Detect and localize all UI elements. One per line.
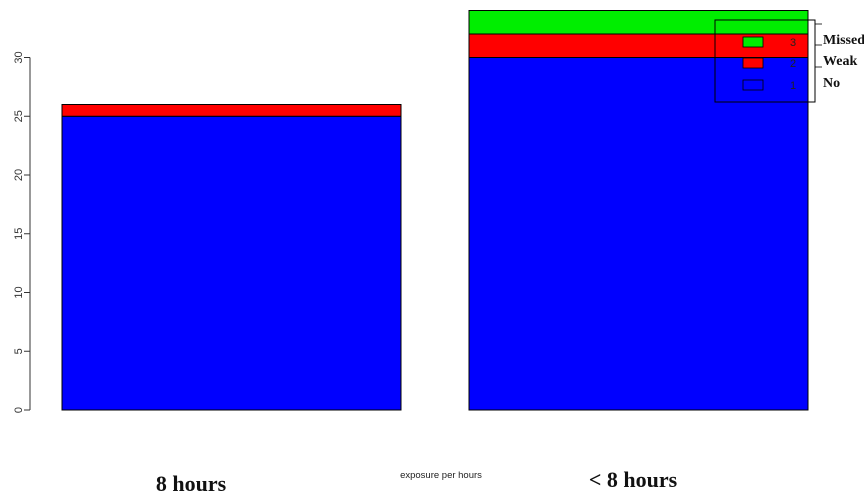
y-tick-label: 30 [13,51,25,63]
bar-segment-no [61,115,402,411]
legend-label-missed: Missed [823,33,864,48]
category-label: 8 hours [156,471,227,493]
y-tick-label: 15 [13,228,25,240]
bars [61,10,809,411]
y-tick-label: 20 [13,169,25,181]
y-axis: 0 5 10 15 20 25 30 [13,51,31,413]
category-labels: 8 hours < 8 hours [156,467,678,493]
legend: 3 Missed 2 Weak 1 No [714,19,864,103]
legend-code: 2 [790,58,796,70]
x-axis-title: exposure per hours [400,470,482,481]
legend-label-no: No [823,76,840,91]
y-tick-label: 0 [13,407,25,413]
category-label: < 8 hours [589,467,678,492]
y-tick-label: 10 [13,286,25,298]
legend-code: 3 [790,37,796,49]
y-tick-label: 5 [13,348,25,354]
legend-label-weak: Weak [823,54,857,69]
bar-segment-weak [61,104,402,117]
bar-segment-missed [468,10,809,35]
bar-segment-no [468,57,809,411]
legend-swatch-missed [742,36,764,48]
legend-code: 1 [790,80,796,92]
y-tick-label: 25 [13,110,25,122]
legend-swatch-weak [742,57,764,69]
legend-box [714,19,816,103]
legend-swatch-no [742,79,764,91]
